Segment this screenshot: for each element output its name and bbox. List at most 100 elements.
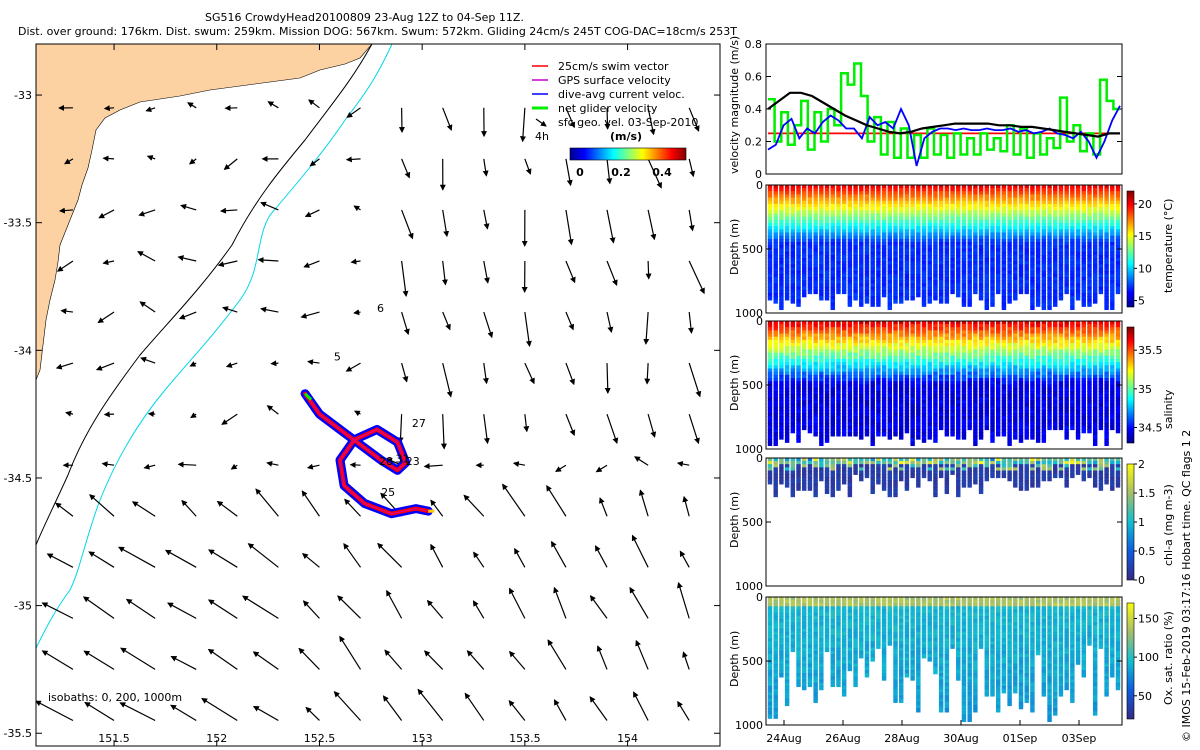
current-vector — [270, 360, 279, 367]
profile-sample — [853, 248, 858, 253]
profile-sample — [790, 428, 796, 434]
profile-sample — [1081, 403, 1086, 408]
figure-title: SG516 CrowdyHead20100809 23-Aug 12Z to 0… — [205, 11, 524, 24]
profile-sample — [916, 365, 921, 370]
profile-sample — [1047, 409, 1052, 415]
profile-sample — [802, 216, 807, 221]
velocity-series-sfc-geo-vel — [767, 91, 1120, 138]
profile-sample — [824, 242, 830, 247]
profile-sample — [904, 267, 910, 272]
profile-sample — [1035, 270, 1041, 276]
profile-sample — [899, 355, 904, 361]
profile-sample — [927, 238, 932, 244]
profile-sample — [830, 286, 835, 291]
profile-sample — [796, 406, 801, 412]
profile-sample — [978, 292, 984, 298]
profile-sample — [802, 339, 807, 345]
profile-sample — [990, 425, 995, 431]
profile-sample — [1035, 283, 1041, 288]
profile-sample — [1058, 210, 1064, 215]
current-vector — [635, 639, 649, 670]
profile-sample — [927, 406, 932, 412]
profile-sample — [813, 470, 818, 475]
profile-sample — [961, 226, 967, 231]
profile-sample — [1030, 381, 1035, 386]
profile-sample — [1110, 296, 1115, 301]
profile-sample — [910, 374, 915, 380]
profile-sample — [887, 216, 893, 221]
profile-sample — [773, 264, 778, 269]
profile-sample — [1030, 378, 1035, 383]
profile-sample — [899, 397, 904, 402]
profile-sample — [1053, 254, 1058, 260]
profile-sample — [1110, 416, 1115, 421]
profile-sample — [990, 232, 995, 237]
profile-sample — [1001, 261, 1007, 266]
profile-sample — [802, 486, 807, 491]
profile-sample — [824, 483, 830, 488]
profile-sample — [773, 489, 778, 494]
profile-sample — [973, 333, 978, 338]
profile-sample — [847, 229, 853, 234]
profile-sample — [938, 393, 944, 399]
profile-sample — [961, 203, 967, 209]
profile-sample — [1104, 197, 1109, 202]
profile-sample — [933, 435, 938, 440]
profile-sample — [1092, 397, 1098, 402]
profile-sample — [1081, 283, 1086, 288]
profile-sample — [1075, 330, 1081, 335]
current-vector — [221, 413, 238, 425]
profile-sample — [990, 358, 995, 364]
profile-sample — [961, 336, 967, 342]
profile-sample — [864, 419, 870, 424]
profile-sample — [859, 210, 864, 215]
profile-sample — [767, 409, 773, 415]
profile-sample — [950, 191, 955, 196]
profile-sample — [1064, 216, 1069, 221]
profile-sample — [944, 349, 950, 354]
profile-sample — [881, 213, 887, 218]
profile-sample — [773, 355, 778, 361]
profile-sample — [1035, 210, 1041, 215]
profile-sample — [921, 346, 927, 351]
profile-sample — [807, 473, 813, 479]
profile-sample — [1001, 232, 1007, 237]
profile-sample — [824, 235, 830, 241]
profile-sample — [1053, 352, 1058, 357]
profile-sample — [819, 441, 824, 447]
profile-sample — [1081, 428, 1086, 434]
profile-sample — [1087, 210, 1092, 215]
profile-sample — [881, 413, 887, 418]
profile-sample — [813, 460, 818, 466]
profile-sample — [836, 191, 841, 196]
profile-sample — [1035, 435, 1041, 440]
profile-sample — [853, 213, 858, 218]
profile-sample — [950, 362, 955, 367]
profile-sample — [784, 457, 790, 463]
profile-sample — [830, 368, 835, 373]
profile-sample — [813, 330, 818, 335]
profile-sample — [830, 352, 835, 357]
profile-sample — [790, 378, 796, 383]
profile-sample — [933, 368, 938, 373]
profile-sample — [984, 349, 989, 354]
profile-sample — [1013, 422, 1018, 427]
profile-sample — [938, 213, 944, 218]
profile-sample — [967, 296, 972, 301]
profile-sample — [990, 393, 995, 399]
profile-sample — [1047, 362, 1052, 367]
profile-sample — [807, 422, 813, 427]
profile-sample — [956, 191, 961, 196]
profile-sample — [899, 229, 904, 234]
profile-sample — [910, 339, 915, 345]
profile-sample — [995, 387, 1001, 392]
profile-sample — [1007, 184, 1012, 190]
profile-sample — [944, 368, 950, 373]
profile-sample — [1070, 374, 1075, 380]
profile-sample — [870, 400, 875, 405]
profile-sample — [1024, 403, 1029, 408]
profile-sample — [784, 432, 790, 437]
profile-sample — [1110, 320, 1115, 326]
profile-sample — [819, 413, 824, 418]
profile-sample — [1018, 184, 1024, 190]
